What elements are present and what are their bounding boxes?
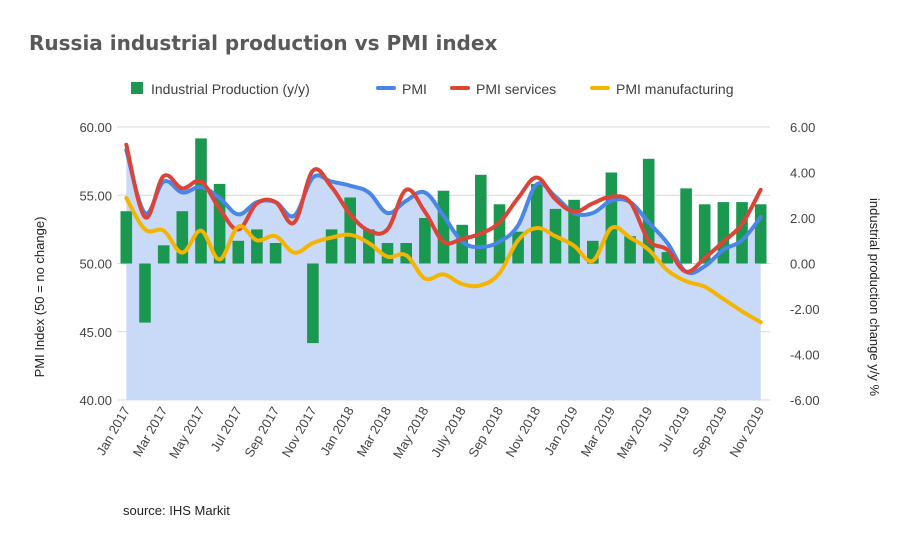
legend-label: Industrial Production (y/y) xyxy=(151,81,310,97)
industrial-production-bar xyxy=(605,172,618,264)
x-tick-label: May 2017 xyxy=(166,404,208,461)
legend: Industrial Production (y/y) PMI PMI servic… xyxy=(131,81,734,97)
industrial-production-bar xyxy=(587,240,599,264)
right-tick-label: -2.00 xyxy=(790,302,820,317)
industrial-production-bar xyxy=(363,229,375,264)
pmi-line xyxy=(124,148,763,276)
right-axis-title: industrial production change y/y % xyxy=(867,198,882,396)
industrial-production-bar xyxy=(325,229,338,264)
industrial-production-bar xyxy=(307,263,319,344)
industrial-production-bar xyxy=(381,243,394,264)
industrial-production-bar xyxy=(624,236,636,264)
x-tick-label: Jan 2018 xyxy=(317,404,357,458)
x-tick-label: Jul 2019 xyxy=(655,404,693,454)
left-tick-label: 60.00 xyxy=(79,120,112,135)
right-tick-label: 2.00 xyxy=(790,211,815,226)
x-tick-label: Sep 2018 xyxy=(465,404,506,460)
industrial-production-bar xyxy=(195,138,207,264)
legend-swatch xyxy=(131,82,143,94)
legend-item: PMI services xyxy=(450,81,556,97)
chart-title: Russia industrial production vs PMI inde… xyxy=(29,31,497,55)
bars-layer xyxy=(120,138,767,344)
industrial-production-bar xyxy=(419,218,431,264)
left-tick-label: 55.00 xyxy=(79,188,112,203)
x-tick-label: Nov 2019 xyxy=(726,404,767,460)
industrial-production-bar xyxy=(512,231,524,264)
x-tick-label: Nov 2017 xyxy=(279,404,320,460)
industrial-production-bar xyxy=(717,202,730,264)
industrial-production-bar xyxy=(475,174,487,264)
x-tick-label: May 2018 xyxy=(390,404,432,461)
pmi-manufacturing-line xyxy=(124,196,763,325)
x-tick-label: Sep 2019 xyxy=(689,404,730,460)
industrial-production-bar xyxy=(698,204,711,264)
legend-item: PMI manufacturing xyxy=(590,81,734,97)
industrial-production-bar xyxy=(754,204,767,264)
x-tick-label: Sep 2017 xyxy=(241,404,282,460)
x-tick-label: Mar 2018 xyxy=(354,404,394,459)
source-note: source: IHS Markit xyxy=(123,503,230,518)
x-tick-label: Jul 2017 xyxy=(207,404,245,454)
legend-label: PMI manufacturing xyxy=(616,81,734,97)
x-tick-label: Jan 2019 xyxy=(541,404,581,458)
legend-label: PMI services xyxy=(476,81,556,97)
industrial-production-bar xyxy=(661,252,674,264)
industrial-production-bar xyxy=(232,240,245,264)
industrial-production-bar xyxy=(531,183,543,264)
industrial-production-bar xyxy=(213,183,226,264)
industrial-production-bar xyxy=(680,188,692,264)
right-tick-label: -4.00 xyxy=(790,348,820,363)
x-tick-label: July 2018 xyxy=(428,404,469,460)
right-tick-label: 0.00 xyxy=(790,257,815,272)
industrial-production-bar xyxy=(269,243,282,264)
x-tick-label: May 2019 xyxy=(614,404,656,461)
legend-item: Industrial Production (y/y) xyxy=(131,81,310,97)
right-tick-label: -6.00 xyxy=(790,393,820,408)
left-axis-title: PMI Index (50 = no change) xyxy=(32,217,47,378)
industrial-production-bar xyxy=(642,158,655,264)
right-tick-label: 4.00 xyxy=(790,166,815,181)
industrial-production-bar xyxy=(176,211,189,264)
right-axis-ticks: 6.00 4.00 2.00 0.00 -2.00 -4.00 -6.00 xyxy=(790,120,820,408)
x-tick-label: Nov 2018 xyxy=(503,404,544,460)
left-tick-label: 50.00 xyxy=(79,257,112,272)
lines-layer xyxy=(124,142,763,325)
legend-label: PMI xyxy=(402,81,427,97)
industrial-production-bar xyxy=(139,263,151,323)
x-tick-label: Mar 2017 xyxy=(130,404,170,459)
industrial-production-bar xyxy=(251,229,263,264)
x-tick-label: Jan 2017 xyxy=(93,404,133,458)
x-tick-label: Mar 2019 xyxy=(578,404,618,459)
industrial-production-bar xyxy=(493,204,506,264)
industrial-production-bar xyxy=(568,199,580,264)
industrial-production-bar xyxy=(344,197,356,264)
pmi-services-line xyxy=(124,142,763,274)
industrial-production-bar xyxy=(120,211,133,264)
left-tick-label: 40.00 xyxy=(79,393,112,408)
industrial-production-bar xyxy=(437,190,450,264)
left-axis-ticks: 60.00 55.00 50.00 45.00 40.00 xyxy=(79,120,112,408)
industrial-production-bar xyxy=(157,245,170,264)
left-tick-label: 45.00 xyxy=(79,325,112,340)
industrial-production-bar xyxy=(736,202,748,264)
legend-item: PMI xyxy=(376,81,427,97)
right-tick-label: 6.00 xyxy=(790,120,815,135)
